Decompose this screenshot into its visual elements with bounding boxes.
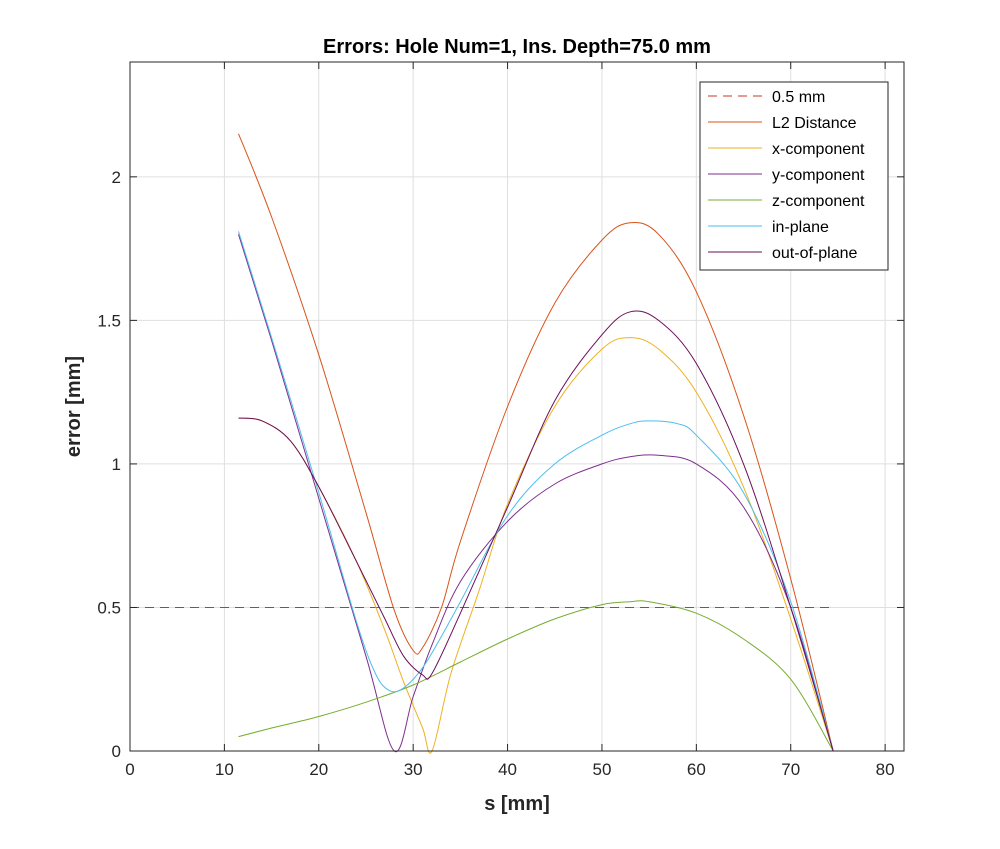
x-tick-label: 20 bbox=[309, 760, 328, 779]
legend-label: out-of-plane bbox=[772, 245, 857, 262]
x-tick-label: 60 bbox=[687, 760, 706, 779]
y-tick-label: 2 bbox=[112, 168, 121, 187]
y-tick-label: 1 bbox=[112, 455, 121, 474]
axes-box bbox=[129, 61, 905, 752]
x-tick-label: 70 bbox=[781, 760, 800, 779]
series-line-in-plane bbox=[238, 231, 834, 752]
legend-label: y-component bbox=[772, 167, 865, 184]
chart-title: Errors: Hole Num=1, Ins. Depth=75.0 mm bbox=[323, 36, 711, 58]
x-tick-label: 80 bbox=[876, 760, 895, 779]
series-line-l2-distance bbox=[238, 133, 834, 752]
legend-label: z-component bbox=[772, 193, 865, 210]
legend-label: 0.5 mm bbox=[772, 89, 825, 106]
x-axis-label: s [mm] bbox=[484, 793, 550, 815]
y-tick-label: 0.5 bbox=[97, 598, 121, 617]
legend-box bbox=[699, 81, 889, 271]
axis-ticks: 0 10 20 30 40 50 60 70 80 0 0.5 1 1.5 2 bbox=[97, 62, 904, 779]
y-tick-label: 1.5 bbox=[97, 311, 121, 330]
series-line-y-component bbox=[238, 234, 834, 752]
x-tick-label: 10 bbox=[215, 760, 234, 779]
legend-label: x-component bbox=[772, 141, 865, 158]
legend: 0.5 mm L2 Distance x-component y-component z… bbox=[699, 81, 889, 271]
x-tick-label: 30 bbox=[404, 760, 423, 779]
y-axis-label: error [mm] bbox=[63, 356, 85, 457]
legend-label: in-plane bbox=[772, 219, 829, 236]
series-line-out-of-plane bbox=[238, 310, 834, 752]
legend-label: L2 Distance bbox=[772, 115, 857, 132]
series-lines bbox=[130, 133, 834, 754]
x-tick-label: 40 bbox=[498, 760, 517, 779]
series-line-z-component bbox=[238, 600, 834, 752]
x-tick-label: 0 bbox=[125, 760, 134, 779]
y-tick-label: 0 bbox=[112, 742, 121, 761]
x-tick-label: 50 bbox=[592, 760, 611, 779]
